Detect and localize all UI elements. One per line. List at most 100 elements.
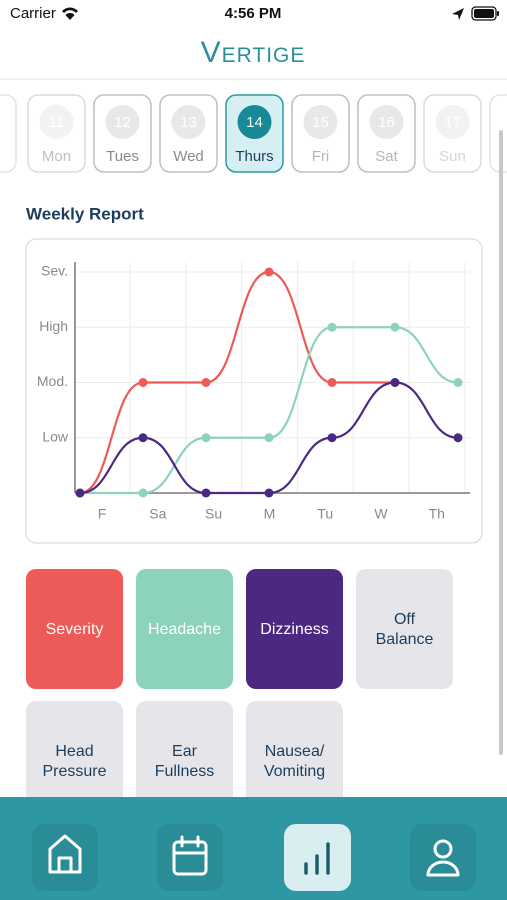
tab-calendar[interactable] <box>157 824 223 891</box>
day-number-circle <box>435 105 470 139</box>
data-point <box>390 378 400 387</box>
data-point <box>453 378 463 387</box>
day-card[interactable]: 16 Sat <box>357 94 416 173</box>
calendar-icon <box>172 840 208 876</box>
day-number-circle <box>171 105 206 139</box>
x-tick-label: M <box>264 506 276 522</box>
toggle-bg[interactable] <box>356 569 453 689</box>
day-card-partial[interactable] <box>489 94 507 173</box>
x-tick-label: Tu <box>317 506 333 522</box>
day-number: 14 <box>246 114 263 131</box>
tab-report[interactable] <box>284 824 351 891</box>
data-point <box>327 378 337 387</box>
symptom-toggle[interactable]: Nausea/Vomiting <box>246 701 343 821</box>
toggle-bg[interactable] <box>136 701 233 821</box>
data-point <box>264 267 274 277</box>
y-tick-label: High <box>39 318 68 334</box>
day-number-circle <box>39 105 74 139</box>
day-number-circle <box>105 105 140 139</box>
symptom-toggle[interactable]: Off Balance <box>356 569 453 689</box>
toggle-bg[interactable] <box>246 569 343 689</box>
y-tick-label: Mod. <box>37 373 68 389</box>
day-label: Fri <box>312 148 330 165</box>
x-tick-label: F <box>98 506 107 522</box>
legend-toggle[interactable]: Severity <box>26 569 123 689</box>
home-icon <box>48 834 82 874</box>
toggle-bg[interactable] <box>26 701 123 821</box>
data-point <box>327 322 337 332</box>
scrollbar <box>499 130 503 755</box>
day-card[interactable]: 17 Sun <box>423 94 482 173</box>
data-point <box>138 488 148 498</box>
day-card[interactable]: 13 Wed <box>159 94 218 173</box>
y-tick-label: Sev. <box>41 263 68 279</box>
day-label: Thurs <box>235 148 273 165</box>
day-number: 17 <box>444 114 461 131</box>
legend-label: Headache <box>148 621 221 638</box>
legend-toggle[interactable]: Dizziness <box>246 569 343 689</box>
day-number-circle <box>237 105 272 139</box>
day-card[interactable]: 14 Thurs <box>225 94 284 173</box>
tab-home[interactable] <box>32 824 98 891</box>
day-label: Wed <box>173 148 204 165</box>
day-label: Sat <box>375 148 398 165</box>
data-point <box>201 378 211 387</box>
tab-button[interactable] <box>157 824 223 891</box>
data-point <box>201 433 211 443</box>
day-number: 13 <box>180 114 197 131</box>
y-tick-label: Low <box>42 428 69 444</box>
toggle-bg[interactable] <box>246 701 343 821</box>
symptom-label: Fullness <box>155 763 215 780</box>
app-title: Vertige <box>201 36 306 69</box>
data-point <box>201 488 211 498</box>
day-card-partial[interactable] <box>0 94 17 173</box>
symptom-label: Vomiting <box>264 763 325 780</box>
battery-level <box>474 9 494 18</box>
day-number: 15 <box>312 114 329 131</box>
chart-card <box>25 238 483 544</box>
data-point <box>453 433 463 443</box>
day-number-circle <box>369 105 404 139</box>
battery <box>471 6 497 21</box>
day-number: 12 <box>114 114 131 131</box>
day-card[interactable]: 12 Tues <box>93 94 152 173</box>
data-point <box>327 433 337 443</box>
symptom-label: Ear <box>172 743 198 760</box>
location-icon <box>452 8 464 20</box>
day-number: 11 <box>49 114 65 131</box>
day-label: Sun <box>439 148 466 165</box>
day-label: Tues <box>106 148 139 165</box>
carrier: Carrier <box>10 5 56 22</box>
symptom-toggle[interactable]: Head Pressure <box>26 701 123 821</box>
toggle-bg[interactable] <box>26 569 123 689</box>
tab-profile[interactable] <box>410 824 476 891</box>
symptom-label: Balance <box>376 631 434 648</box>
x-tick-label: Su <box>205 506 222 522</box>
day-number-circle <box>303 105 338 139</box>
symptom-label: Pressure <box>42 763 106 780</box>
symptom-toggle[interactable]: Ear Fullness <box>136 701 233 821</box>
legend-label: Severity <box>46 621 104 638</box>
day-card[interactable]: 11 Mon <box>27 94 86 173</box>
profile-icon-body <box>426 860 460 877</box>
day-card[interactable]: 15 Fri <box>291 94 350 173</box>
day-label: Mon <box>42 148 71 165</box>
toggle-bg[interactable] <box>136 569 233 689</box>
data-point <box>390 322 400 332</box>
data-point <box>138 378 148 387</box>
legend-toggle[interactable]: Headache <box>136 569 233 689</box>
data-point <box>138 433 148 443</box>
time: 4:56 PM <box>225 5 282 22</box>
data-point <box>264 488 274 498</box>
section-title: Weekly Report <box>26 204 144 223</box>
data-point <box>75 488 85 498</box>
x-tick-label: W <box>374 506 388 522</box>
battery-cap <box>497 11 499 16</box>
symptom-label: Nausea/ <box>265 743 325 760</box>
data-point <box>264 433 274 443</box>
x-tick-label: Th <box>429 506 445 522</box>
symptom-label: Off <box>394 611 416 628</box>
symptom-label: Head <box>55 743 93 760</box>
